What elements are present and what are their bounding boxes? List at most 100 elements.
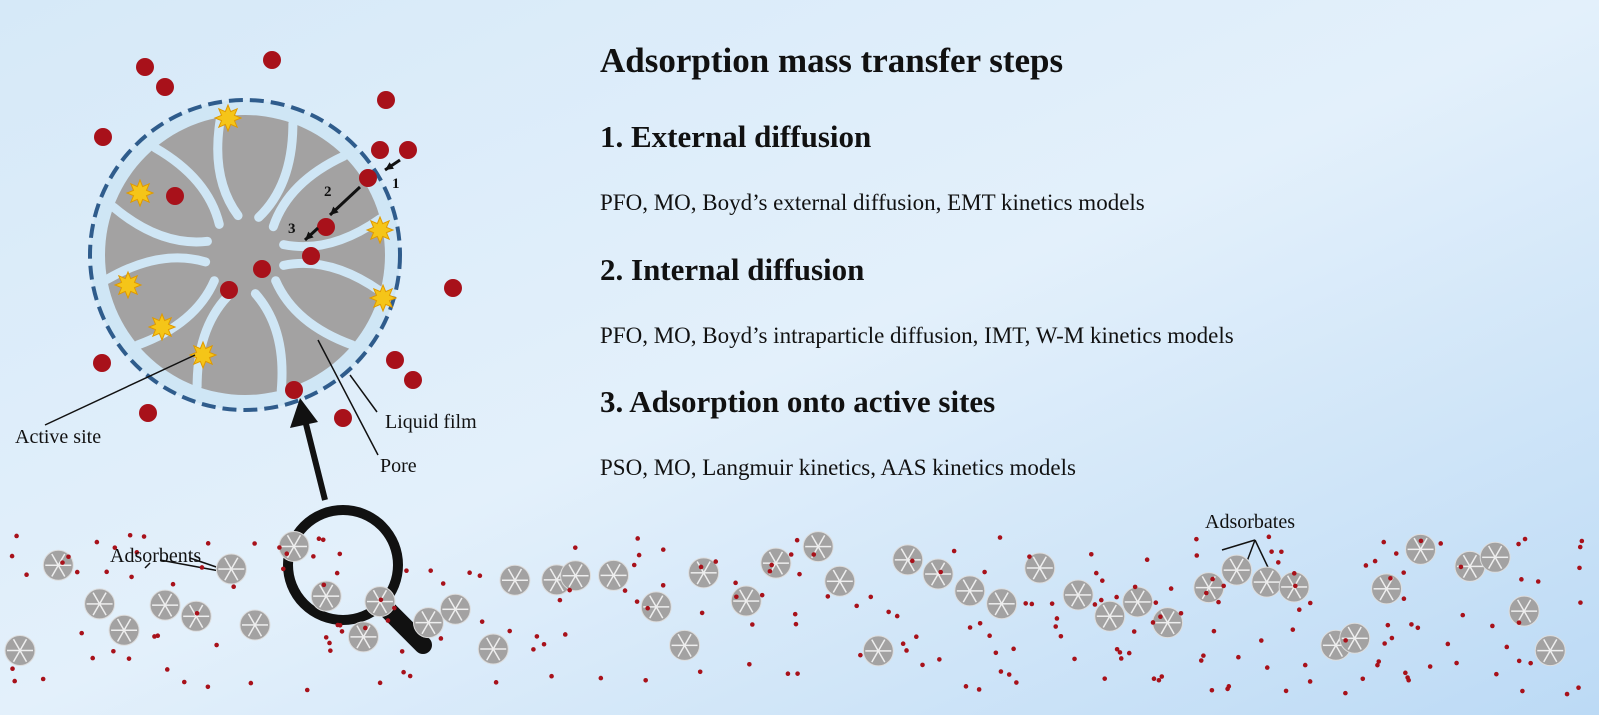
small-adsorbent (1062, 579, 1094, 611)
small-adsorbate (1409, 622, 1414, 627)
small-adsorbent (1371, 573, 1403, 605)
small-pore (877, 650, 886, 663)
small-pore (1385, 588, 1394, 601)
small-adsorbent (477, 633, 509, 665)
small-adsorbate (1389, 635, 1395, 641)
small-pore (325, 584, 334, 597)
small-pore (677, 633, 686, 646)
small-pore (703, 561, 711, 574)
small-adsorbate (997, 535, 1003, 540)
small-adsorbate (1194, 536, 1199, 542)
pore (102, 253, 211, 284)
small-adsorbate (1302, 662, 1308, 668)
small-adsorbate (1058, 633, 1064, 639)
small-adsorbent (215, 553, 247, 585)
small-pore (930, 573, 939, 586)
small-adsorbate (734, 594, 739, 600)
small-pore (51, 553, 59, 566)
small-adsorbate (904, 648, 909, 653)
small-pore (839, 580, 847, 593)
small-adsorbate (1264, 665, 1270, 670)
small-adsorbate (1376, 659, 1382, 664)
small-pore (116, 629, 125, 642)
small-adsorbate (967, 625, 973, 630)
small-adsorbate (1307, 600, 1313, 606)
pore (279, 214, 385, 252)
small-adsorbate (598, 675, 604, 681)
small-pore (1032, 556, 1041, 569)
adsorbate (359, 169, 377, 187)
small-adsorbate (1092, 602, 1098, 607)
small-pore (683, 633, 692, 646)
small-adsorbent (640, 591, 672, 623)
label: Active site (15, 426, 101, 448)
small-pore (427, 610, 436, 623)
small-adsorbate (1382, 641, 1387, 646)
small-pore (1032, 567, 1041, 580)
small-pore (57, 564, 66, 577)
small-pore (1419, 537, 1428, 550)
magnifier-lens (283, 505, 403, 625)
small-adsorbent (1221, 554, 1253, 586)
small-pore (612, 575, 621, 588)
small-adsorbate (94, 539, 100, 545)
small-adsorbate (1118, 656, 1124, 661)
small-pore (92, 603, 101, 616)
small-adsorbate (541, 641, 547, 647)
small-adsorbate (479, 619, 485, 624)
small-adsorbate (164, 667, 170, 672)
small-adsorbate (697, 669, 703, 675)
small-adsorbate (567, 587, 572, 593)
small-adsorbent (239, 609, 271, 641)
step-models: PFO, MO, Boyd’s intraparticle diffusion,… (600, 323, 1234, 348)
small-pore (1347, 637, 1356, 650)
small-adsorbate (194, 610, 200, 616)
small-adsorbate (1131, 629, 1137, 634)
small-adsorbent (310, 580, 342, 612)
small-adsorbent (84, 588, 116, 620)
small-adsorbate (788, 552, 794, 557)
small-adsorbate (1535, 579, 1541, 584)
small-adsorbent (1479, 541, 1511, 573)
small-adsorbate (795, 671, 800, 676)
active-site (125, 178, 155, 208)
small-adsorbate (1153, 600, 1159, 605)
small-pore (356, 625, 365, 638)
small-adsorbate (1388, 575, 1393, 581)
small-adsorbate (1418, 538, 1424, 544)
small-pore (1102, 615, 1111, 628)
adsorbate (285, 381, 303, 399)
adsorbate (377, 91, 395, 109)
small-adsorbate (1114, 646, 1120, 652)
small-pore (1130, 590, 1139, 603)
small-pore (123, 618, 132, 631)
small-adsorbent (439, 593, 471, 625)
small-adsorbate (1516, 620, 1522, 625)
step-marker: 2 (324, 184, 332, 200)
small-adsorbate (1522, 536, 1528, 542)
small-pore (195, 615, 204, 628)
small-pore (1259, 570, 1268, 583)
small-adsorbate (993, 650, 999, 656)
small-pore (1419, 548, 1428, 561)
active-site (213, 103, 243, 133)
small-adsorbate (1209, 687, 1215, 693)
small-pore (514, 579, 523, 592)
small-adsorbate (900, 641, 906, 647)
small-adsorbate (1360, 676, 1366, 682)
pore (254, 118, 298, 222)
small-adsorbate (1259, 638, 1264, 643)
small-adsorbate (1225, 686, 1230, 692)
small-pore (930, 562, 939, 575)
small-adsorbate (1458, 564, 1464, 570)
small-pore (775, 562, 784, 575)
small-pore (1516, 599, 1525, 612)
small-adsorbent (560, 560, 592, 592)
small-adsorbate (1577, 565, 1582, 571)
step-heading: 1. External diffusion (600, 119, 871, 154)
small-pore (157, 604, 166, 617)
small-adsorbate (1144, 557, 1150, 563)
small-pore (1523, 599, 1532, 612)
pore (279, 258, 385, 296)
